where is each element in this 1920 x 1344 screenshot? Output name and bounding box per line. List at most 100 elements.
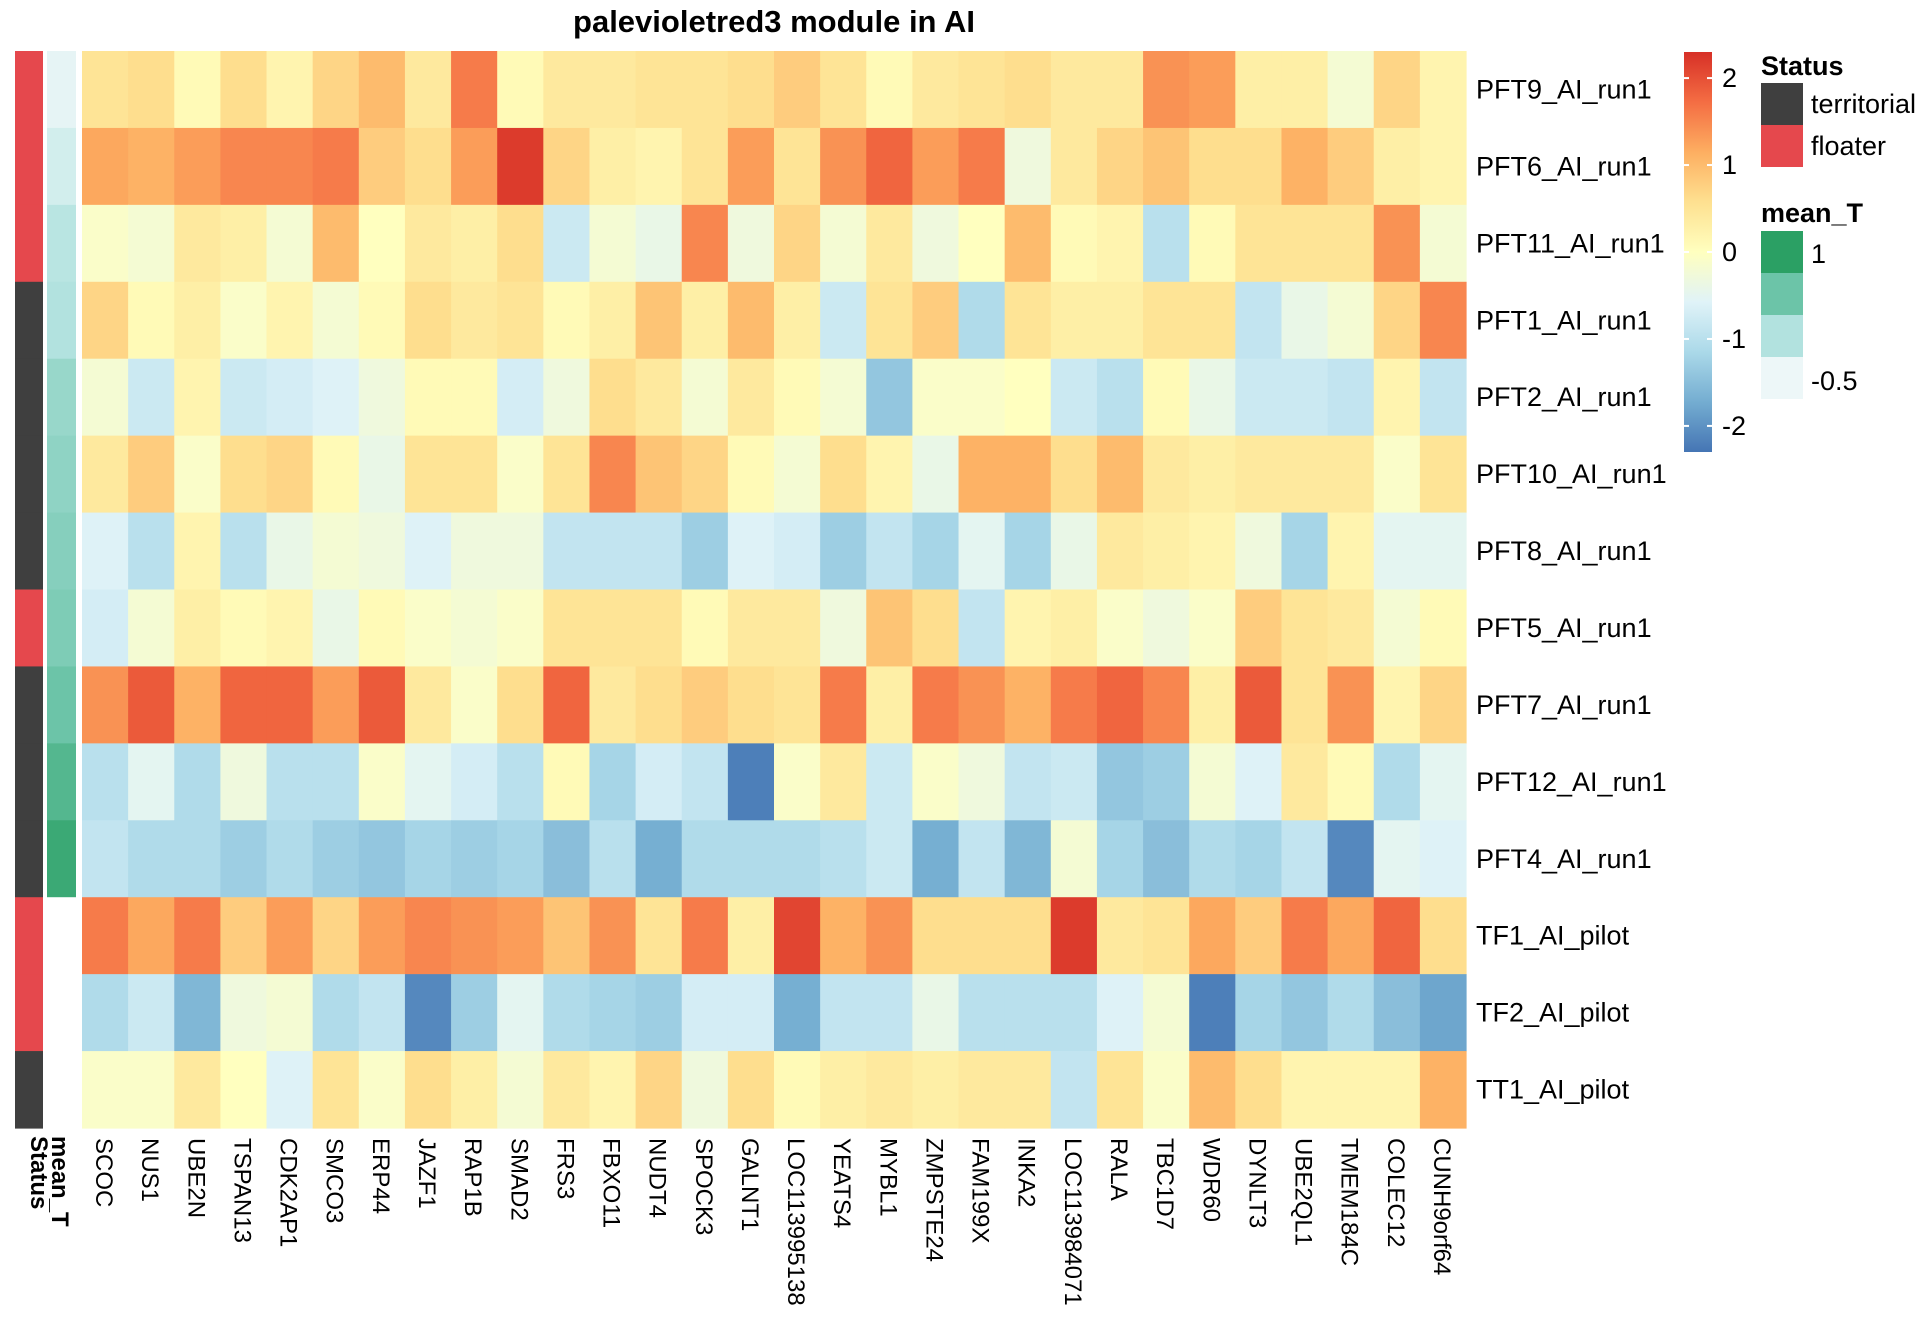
column-label: UBE2N <box>182 1138 209 1218</box>
heatmap-cell <box>497 512 544 591</box>
status-annotation-cell <box>15 51 43 129</box>
status-legend-swatch <box>1761 125 1803 167</box>
column-label: CDK2AP1 <box>275 1138 302 1247</box>
status-annotation-cell <box>15 204 43 283</box>
heatmap-cell <box>128 820 175 898</box>
heatmap-cell <box>1143 974 1190 1052</box>
heatmap-cell <box>220 974 268 1052</box>
heatmap-cell <box>958 897 1006 975</box>
heatmap-cell <box>451 51 498 129</box>
heatmap-cell <box>1327 666 1375 744</box>
heatmap-cell <box>1143 51 1190 129</box>
heatmap-cell <box>1419 512 1467 591</box>
heatmap-cell <box>681 435 729 514</box>
heatmap-cell <box>543 743 591 821</box>
heatmap-cell <box>1373 897 1421 975</box>
heatmap-cell <box>128 974 175 1052</box>
heatmap-cell <box>1419 743 1467 821</box>
heatmap-cell <box>1143 204 1190 283</box>
heatmap-cell <box>1327 204 1375 283</box>
heatmap-cell <box>451 589 498 668</box>
heatmap-cell <box>1419 666 1467 744</box>
heatmap-cell <box>312 820 360 898</box>
heatmap-cell <box>1143 435 1190 514</box>
heatmap-cell <box>1004 512 1052 591</box>
heatmap-cell <box>82 820 129 898</box>
color-scale-tick-label: 2 <box>1722 63 1737 93</box>
heatmap-cell <box>174 127 221 206</box>
heatmap-cell <box>589 589 637 668</box>
column-label: GALNT1 <box>736 1138 763 1231</box>
heatmap-cell <box>589 51 637 129</box>
status-annotation-cell <box>15 358 43 437</box>
heatmap-cell <box>266 666 314 744</box>
heatmap-cell <box>1373 204 1421 283</box>
heatmap-cell <box>451 204 498 283</box>
column-label: LOC113984071 <box>1059 1138 1086 1306</box>
heatmap-cell <box>312 127 360 206</box>
heatmap-cell <box>1281 1051 1329 1129</box>
heatmap-cell <box>128 589 175 668</box>
row-labels: PFT9_AI_run1 PFT6_AI_run1 PFT11_AI_run1 PFT… <box>1476 75 1667 1105</box>
heatmap-cell <box>774 127 821 206</box>
row-label: TF2_AI_pilot <box>1476 998 1630 1028</box>
row-label: PFT10_AI_run1 <box>1476 459 1667 489</box>
status-annotation-cell <box>15 897 43 975</box>
heatmap-cell <box>1419 204 1467 283</box>
heatmap-cell <box>912 1051 960 1129</box>
heatmap-cell <box>404 589 452 668</box>
heatmap-cell <box>681 743 729 821</box>
heatmap-cell <box>266 435 314 514</box>
heatmap-cell <box>1004 435 1052 514</box>
column-label: UBE2QL1 <box>1290 1138 1317 1246</box>
heatmap-cell <box>912 204 960 283</box>
heatmap-cell <box>1327 1051 1375 1129</box>
heatmap-cell <box>589 281 637 360</box>
heatmap-cell <box>312 974 360 1052</box>
mean-t-annotation-cell <box>47 358 76 437</box>
heatmap-cell <box>451 512 498 591</box>
heatmap-cell <box>1373 743 1421 821</box>
heatmap-cell <box>358 204 406 283</box>
status-annotation-cell <box>15 820 43 898</box>
heatmap-cell <box>266 1051 314 1129</box>
column-label: DYNLT3 <box>1243 1138 1270 1228</box>
heatmap-cell <box>1050 897 1098 975</box>
heatmap-cell <box>1189 204 1236 283</box>
heatmap-cell <box>1004 1051 1052 1129</box>
heatmap-cell <box>404 666 452 744</box>
heatmap-cell <box>958 666 1006 744</box>
heatmap-cell <box>1143 589 1190 668</box>
heatmap-cell <box>820 820 867 898</box>
heatmap-cell <box>635 281 683 360</box>
heatmap-cell <box>543 820 591 898</box>
row-label: PFT6_AI_run1 <box>1476 151 1652 181</box>
heatmap-cell <box>543 589 591 668</box>
color-scale-tick-label: -1 <box>1722 324 1746 354</box>
heatmap-cell <box>1143 358 1190 437</box>
heatmap-cell <box>774 51 821 129</box>
heatmap-cell <box>220 204 268 283</box>
heatmap-cell <box>497 897 544 975</box>
heatmap-cell <box>681 1051 729 1129</box>
heatmap-cell <box>266 281 314 360</box>
heatmap-cell <box>1096 820 1144 898</box>
heatmap-cell <box>589 820 637 898</box>
mean-t-legend-swatch <box>1761 315 1803 357</box>
heatmap-cell <box>1327 743 1375 821</box>
heatmap-cell <box>174 820 221 898</box>
heatmap-cell <box>82 512 129 591</box>
heatmap-cell <box>727 281 775 360</box>
heatmap-cell <box>1419 51 1467 129</box>
heatmap-cell <box>866 512 913 591</box>
heatmap-cell <box>1235 512 1283 591</box>
heatmap-cell <box>912 974 960 1052</box>
status-annotation-cell <box>15 435 43 514</box>
mean-t-annotation-cell <box>47 281 76 360</box>
heatmap-cell <box>1281 743 1329 821</box>
heatmap-cell <box>1189 974 1236 1052</box>
heatmap-cell <box>958 589 1006 668</box>
heatmap-cell <box>1096 743 1144 821</box>
heatmap-cell <box>220 51 268 129</box>
heatmap-cell <box>958 358 1006 437</box>
